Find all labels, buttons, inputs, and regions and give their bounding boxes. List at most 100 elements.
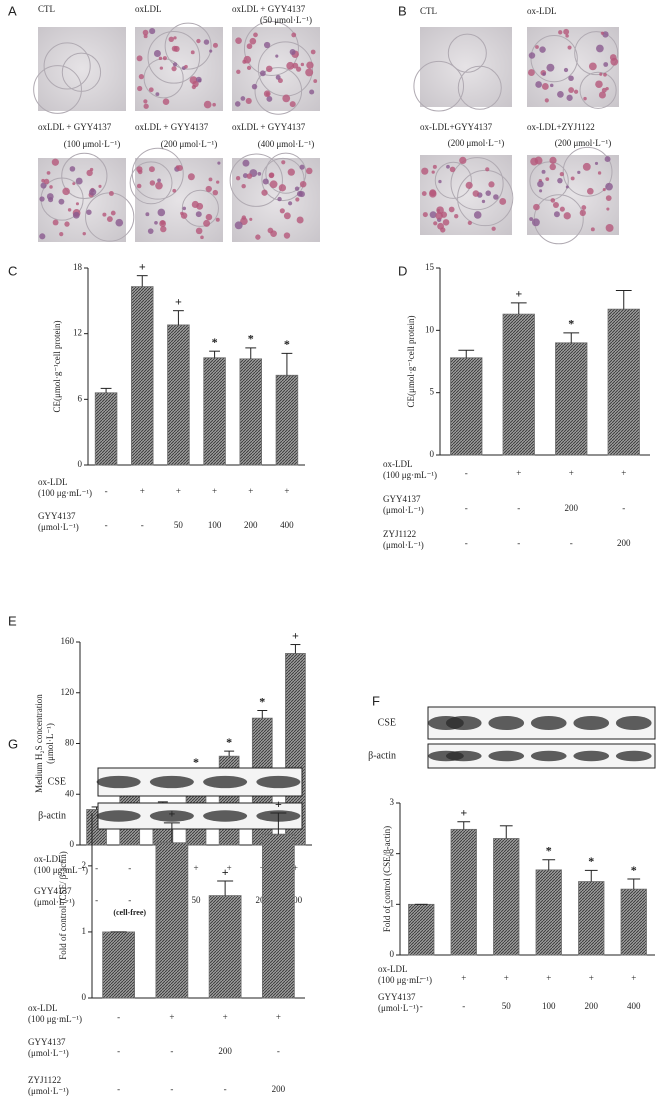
y-tick-label: 5 (430, 387, 435, 397)
lipid-droplet (283, 212, 291, 220)
panel-letter: D (398, 263, 407, 278)
lipid-droplet (195, 227, 203, 235)
condition-value: - (622, 503, 625, 513)
lipid-droplet (162, 98, 170, 105)
blot-band (149, 810, 194, 822)
y-tick-label: 0 (78, 459, 83, 469)
lipid-droplet (192, 80, 199, 88)
significance-marker: + (222, 865, 229, 879)
condition-label: ox-LDL (28, 1003, 58, 1013)
lipid-droplet (309, 89, 315, 95)
condition-label: ox-LDL (383, 459, 413, 469)
condition-label: GYY4137 (383, 494, 421, 504)
blot-band (96, 775, 141, 789)
micrograph (527, 155, 619, 235)
lipid-droplet (245, 97, 252, 104)
lipid-droplet (454, 213, 459, 219)
blot-label: CSE (48, 776, 66, 787)
lipid-droplet (288, 201, 293, 206)
lipid-droplet (212, 189, 219, 196)
blot-label: β-actin (368, 750, 396, 761)
cell-outline (147, 31, 201, 84)
significance-marker: + (168, 807, 175, 821)
lipid-droplet (136, 183, 142, 189)
lipid-droplet (568, 87, 575, 93)
y-tick-label: 18 (73, 262, 83, 272)
significance-marker: * (226, 735, 232, 749)
image-caption: oxLDL + GYY4137 (135, 122, 209, 132)
condition-value: - (570, 538, 573, 548)
note: (cell-free) (113, 908, 146, 917)
panel-letter: C (8, 263, 17, 278)
micrograph (420, 27, 512, 107)
panel-letter: A (8, 3, 17, 18)
lipid-droplet (160, 225, 167, 233)
lipid-droplet (64, 221, 70, 227)
lipid-droplet (268, 172, 275, 179)
significance-marker: * (284, 337, 290, 351)
lipid-droplet (98, 184, 102, 188)
lipid-droplet (429, 189, 437, 197)
significance-marker: * (546, 843, 552, 857)
lipid-droplet (46, 171, 51, 175)
lipid-droplet (241, 183, 246, 189)
condition-value: - (517, 503, 520, 513)
cell-outline (457, 169, 514, 227)
lipid-droplet (243, 55, 252, 64)
lipid-droplet (215, 217, 220, 222)
condition-value: 50 (192, 895, 202, 905)
image-caption: (100 μmol·L⁻¹) (64, 139, 121, 149)
lipid-droplet (203, 39, 210, 45)
lipid-droplet (440, 227, 446, 233)
bar (102, 931, 136, 999)
lipid-droplet (298, 191, 305, 198)
blot-band (445, 715, 482, 731)
image-caption: (200 μmol·L⁻¹) (448, 138, 505, 148)
condition-value: + (621, 468, 626, 478)
lipid-droplet (295, 66, 302, 72)
lipid-droplet (59, 232, 64, 237)
lipid-droplet (546, 63, 555, 72)
lipid-droplet (234, 101, 241, 107)
lipid-droplet (435, 211, 444, 220)
lipid-droplet (86, 169, 93, 177)
condition-value: - (224, 1084, 227, 1094)
condition-label: ZYJ1122 (383, 529, 416, 539)
cell-outline (129, 161, 173, 205)
lipid-droplet (51, 158, 59, 166)
lipid-droplet (275, 74, 281, 80)
lipid-droplet (481, 199, 486, 204)
lipid-droplet (69, 166, 76, 172)
significance-marker: + (460, 805, 467, 819)
lipid-droplet (217, 161, 221, 165)
lipid-droplet (472, 190, 480, 197)
blot-label: β-actin (38, 810, 66, 821)
lipid-droplet (75, 202, 79, 206)
lipid-droplet (305, 68, 314, 77)
blot-band (149, 775, 194, 789)
bar (408, 903, 435, 956)
condition-label: ox-LDL (378, 964, 408, 974)
condition-value: + (504, 973, 509, 983)
y-tick-label: 2 (390, 848, 395, 858)
condition-value: - (465, 538, 468, 548)
lipid-droplet (549, 83, 554, 88)
lipid-droplet (180, 211, 184, 216)
lipid-droplet (313, 79, 318, 83)
cell-outline (33, 65, 82, 114)
lipid-droplet (203, 219, 211, 227)
lipid-droplet (240, 96, 246, 101)
condition-value: + (248, 486, 253, 496)
condition-value: 200 (565, 503, 579, 513)
panel-letter: E (8, 613, 17, 628)
cell-outline (562, 146, 613, 197)
condition-value: - (517, 538, 520, 548)
lipid-droplet (209, 49, 213, 53)
lipid-droplet (249, 217, 253, 221)
blot-band (573, 750, 610, 762)
lipid-droplet (289, 101, 296, 108)
blot-band (256, 775, 301, 789)
condition-label: ox-LDL (34, 854, 64, 864)
bar (620, 888, 647, 956)
cell-outline (265, 152, 307, 194)
